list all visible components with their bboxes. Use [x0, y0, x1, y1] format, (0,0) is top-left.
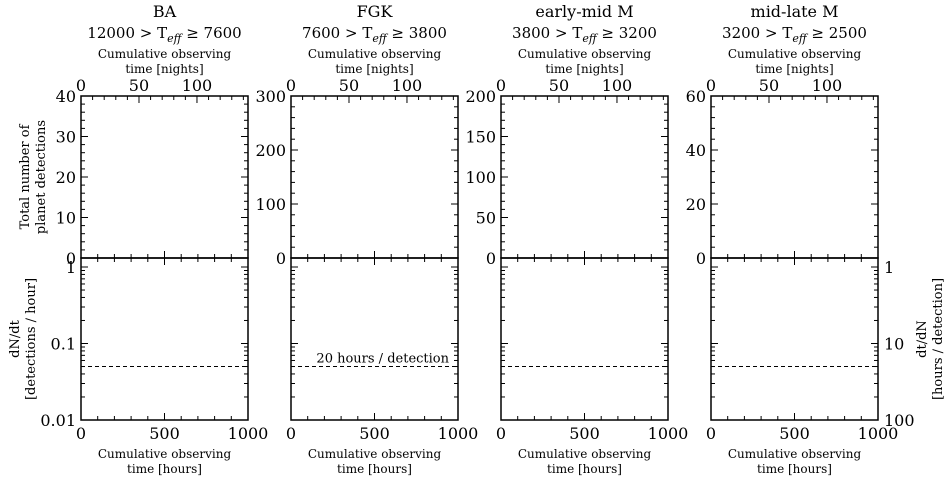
upper-y-tick-label: 300	[255, 87, 286, 106]
top-x-tick-label: 50	[339, 76, 359, 95]
panel-2: early-mid M 3800 > Teff ≥ 3200 Cumulative …	[465, 2, 688, 476]
top-x-tick-label: 100	[812, 76, 843, 95]
upper-y-tick-label: 20	[56, 168, 76, 187]
lower-ylabel: dN/dt	[8, 319, 23, 357]
bottom-x-tick-label: 500	[779, 424, 810, 443]
bottom-x-tick-label: 500	[569, 424, 600, 443]
panel-3: mid-late M 3200 > Teff ≥ 2500 Cumulative o…	[686, 2, 946, 476]
reference-rate-label: 20 hours / detection	[316, 352, 449, 367]
right-ylabel: dt/dN	[915, 320, 930, 358]
lower-y-tick-label: 0.1	[51, 335, 76, 354]
panel-teff-range: 3800 > Teff ≥ 3200	[512, 24, 657, 45]
upper-y-tick-label: 10	[56, 209, 76, 228]
lower-plot-frame	[290, 257, 459, 421]
top-x-tick-label: 50	[129, 76, 149, 95]
bottom-x-tick-label: 0	[496, 424, 506, 443]
panel-title: FGK	[357, 2, 394, 21]
upper-y-tick-label: 30	[56, 128, 76, 147]
upper-y-tick-label: 0	[696, 249, 706, 268]
right-y-tick-label: 1	[884, 258, 894, 277]
upper-y-tick-label: 60	[686, 87, 706, 106]
lower-ylabel: [detections / hour]	[24, 278, 39, 400]
lower-plot-frame	[80, 257, 249, 421]
bottom-x-tick-label: 0	[706, 424, 716, 443]
upper-y-tick-label: 50	[476, 209, 496, 228]
lower-plot-frame	[500, 257, 669, 421]
top-xlabel: time [nights]	[335, 62, 413, 76]
upper-plot-frame	[710, 95, 879, 259]
upper-y-tick-label: 40	[56, 87, 76, 106]
top-xlabel: Cumulative observing	[518, 47, 652, 61]
top-x-tick-label: 0	[76, 76, 86, 95]
upper-plot-frame	[290, 95, 459, 259]
lower-plot-frame	[710, 257, 879, 421]
bottom-x-tick-label: 500	[359, 424, 390, 443]
bottom-xlabel: Cumulative observing	[308, 447, 442, 461]
panel-1: FGK 7600 > Teff ≥ 3800 Cumulative observin…	[255, 2, 478, 476]
upper-y-tick-label: 200	[255, 141, 286, 160]
bottom-xlabel: Cumulative observing	[518, 447, 652, 461]
panel-0: BA 12000 > Teff ≥ 7600 Cumulative observin…	[8, 2, 268, 476]
lower-y-tick-label: 1	[66, 258, 76, 277]
bottom-x-tick-label: 0	[76, 424, 86, 443]
top-xlabel: time [nights]	[755, 62, 833, 76]
panel-teff-range: 7600 > Teff ≥ 3800	[302, 24, 447, 45]
top-x-tick-label: 100	[602, 76, 633, 95]
bottom-xlabel: time [hours]	[757, 462, 832, 476]
bottom-x-tick-label: 1000	[228, 424, 269, 443]
upper-y-tick-label: 40	[686, 141, 706, 160]
upper-y-tick-label: 20	[686, 195, 706, 214]
top-x-tick-label: 0	[706, 76, 716, 95]
top-x-tick-label: 50	[549, 76, 569, 95]
top-xlabel: time [nights]	[125, 62, 203, 76]
upper-y-tick-label: 0	[66, 249, 76, 268]
bottom-xlabel: time [hours]	[547, 462, 622, 476]
upper-y-tick-label: 0	[486, 249, 496, 268]
upper-ylabel: planet detections	[34, 120, 49, 234]
upper-plot-frame	[80, 95, 249, 259]
upper-y-tick-label: 0	[276, 249, 286, 268]
lower-y-tick-label: 0.01	[40, 411, 76, 430]
top-x-tick-label: 50	[759, 76, 779, 95]
panel-teff-range: 3200 > Teff ≥ 2500	[722, 24, 867, 45]
right-y-tick-label: 10	[884, 335, 904, 354]
panel-title: BA	[153, 2, 177, 21]
bottom-xlabel: time [hours]	[127, 462, 202, 476]
upper-y-tick-label: 150	[465, 128, 496, 147]
bottom-xlabel: Cumulative observing	[728, 447, 862, 461]
right-ylabel: [hours / detection]	[931, 278, 946, 400]
upper-y-tick-label: 100	[465, 168, 496, 187]
panel-teff-range: 12000 > Teff ≥ 7600	[87, 24, 241, 45]
bottom-x-tick-label: 500	[149, 424, 180, 443]
right-y-tick-label: 100	[884, 411, 915, 430]
top-x-tick-label: 0	[286, 76, 296, 95]
top-x-tick-label: 0	[496, 76, 506, 95]
panel-title: mid-late M	[751, 2, 839, 21]
top-x-tick-label: 100	[182, 76, 213, 95]
bottom-xlabel: time [hours]	[337, 462, 412, 476]
top-xlabel: Cumulative observing	[308, 47, 442, 61]
top-xlabel: Cumulative observing	[98, 47, 232, 61]
upper-ylabel: Total number of	[18, 123, 33, 229]
top-xlabel: time [nights]	[545, 62, 623, 76]
upper-y-tick-label: 200	[465, 87, 496, 106]
bottom-xlabel: Cumulative observing	[98, 447, 232, 461]
panel-title: early-mid M	[535, 2, 633, 21]
bottom-x-tick-label: 1000	[438, 424, 479, 443]
bottom-x-tick-label: 0	[286, 424, 296, 443]
top-x-tick-label: 100	[392, 76, 423, 95]
bottom-x-tick-label: 1000	[858, 424, 899, 443]
bottom-x-tick-label: 1000	[648, 424, 689, 443]
upper-plot-frame	[500, 95, 669, 259]
upper-y-tick-label: 100	[255, 195, 286, 214]
top-xlabel: Cumulative observing	[728, 47, 862, 61]
